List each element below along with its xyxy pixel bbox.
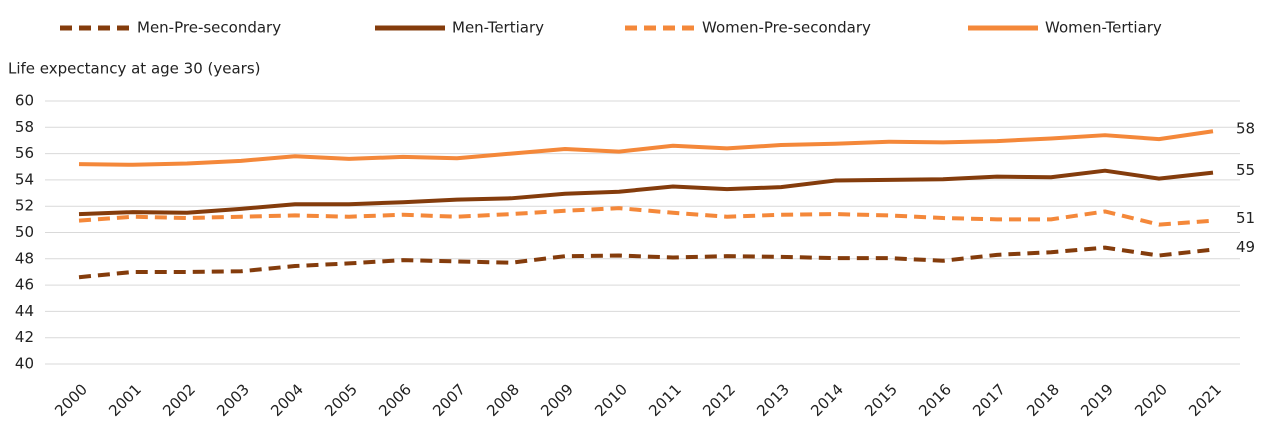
x-tick-label: 2017	[969, 380, 1009, 420]
x-tick-label: 2020	[1131, 380, 1171, 420]
y-tick-label: 60	[15, 92, 34, 110]
x-tick-label: 2013	[753, 380, 793, 420]
x-tick-label: 2018	[1023, 380, 1063, 420]
end-label: 58	[1236, 120, 1255, 138]
x-tick-label: 2010	[591, 380, 631, 420]
x-tick-label: 2011	[645, 380, 685, 420]
x-tick-label: 2019	[1077, 380, 1117, 420]
y-tick-label: 44	[15, 302, 34, 320]
x-tick-label: 2009	[537, 380, 577, 420]
x-tick-label: 2015	[861, 380, 901, 420]
x-tick-label: 2005	[321, 380, 361, 420]
end-label: 55	[1236, 161, 1255, 179]
x-tick-label: 2004	[267, 380, 307, 420]
y-tick-label: 58	[15, 118, 34, 136]
y-tick-label: 42	[15, 328, 34, 346]
legend-label: Women-Tertiary	[1045, 19, 1162, 37]
x-tick-label: 2021	[1185, 380, 1225, 420]
y-tick-label: 46	[15, 276, 34, 294]
y-axis-title: Life expectancy at age 30 (years)	[8, 60, 261, 78]
series-line	[78, 129, 1214, 167]
x-tick-label: 2001	[105, 380, 145, 420]
x-tick-label: 2012	[699, 380, 739, 420]
series-line	[78, 206, 1214, 227]
x-tick-label: 2000	[51, 380, 91, 420]
x-tick-label: 2016	[915, 380, 955, 420]
y-tick-label: 48	[15, 249, 34, 267]
x-tick-label: 2006	[375, 380, 415, 420]
x-tick-label: 2002	[159, 380, 199, 420]
series-line	[78, 168, 1214, 217]
x-tick-label: 2003	[213, 380, 253, 420]
legend-label: Men-Pre-secondary	[137, 19, 281, 37]
legend-label: Women-Pre-secondary	[702, 19, 871, 37]
y-tick-label: 50	[15, 223, 34, 241]
y-tick-label: 54	[15, 170, 34, 188]
y-tick-label: 40	[15, 355, 34, 373]
y-tick-label: 56	[15, 144, 34, 162]
end-label: 49	[1236, 238, 1255, 256]
series-line	[78, 245, 1214, 280]
x-tick-label: 2007	[429, 380, 469, 420]
end-label: 51	[1236, 209, 1255, 227]
legend-label: Men-Tertiary	[452, 19, 544, 37]
x-tick-label: 2014	[807, 380, 847, 420]
y-tick-label: 52	[15, 197, 34, 215]
x-tick-label: 2008	[483, 380, 523, 420]
